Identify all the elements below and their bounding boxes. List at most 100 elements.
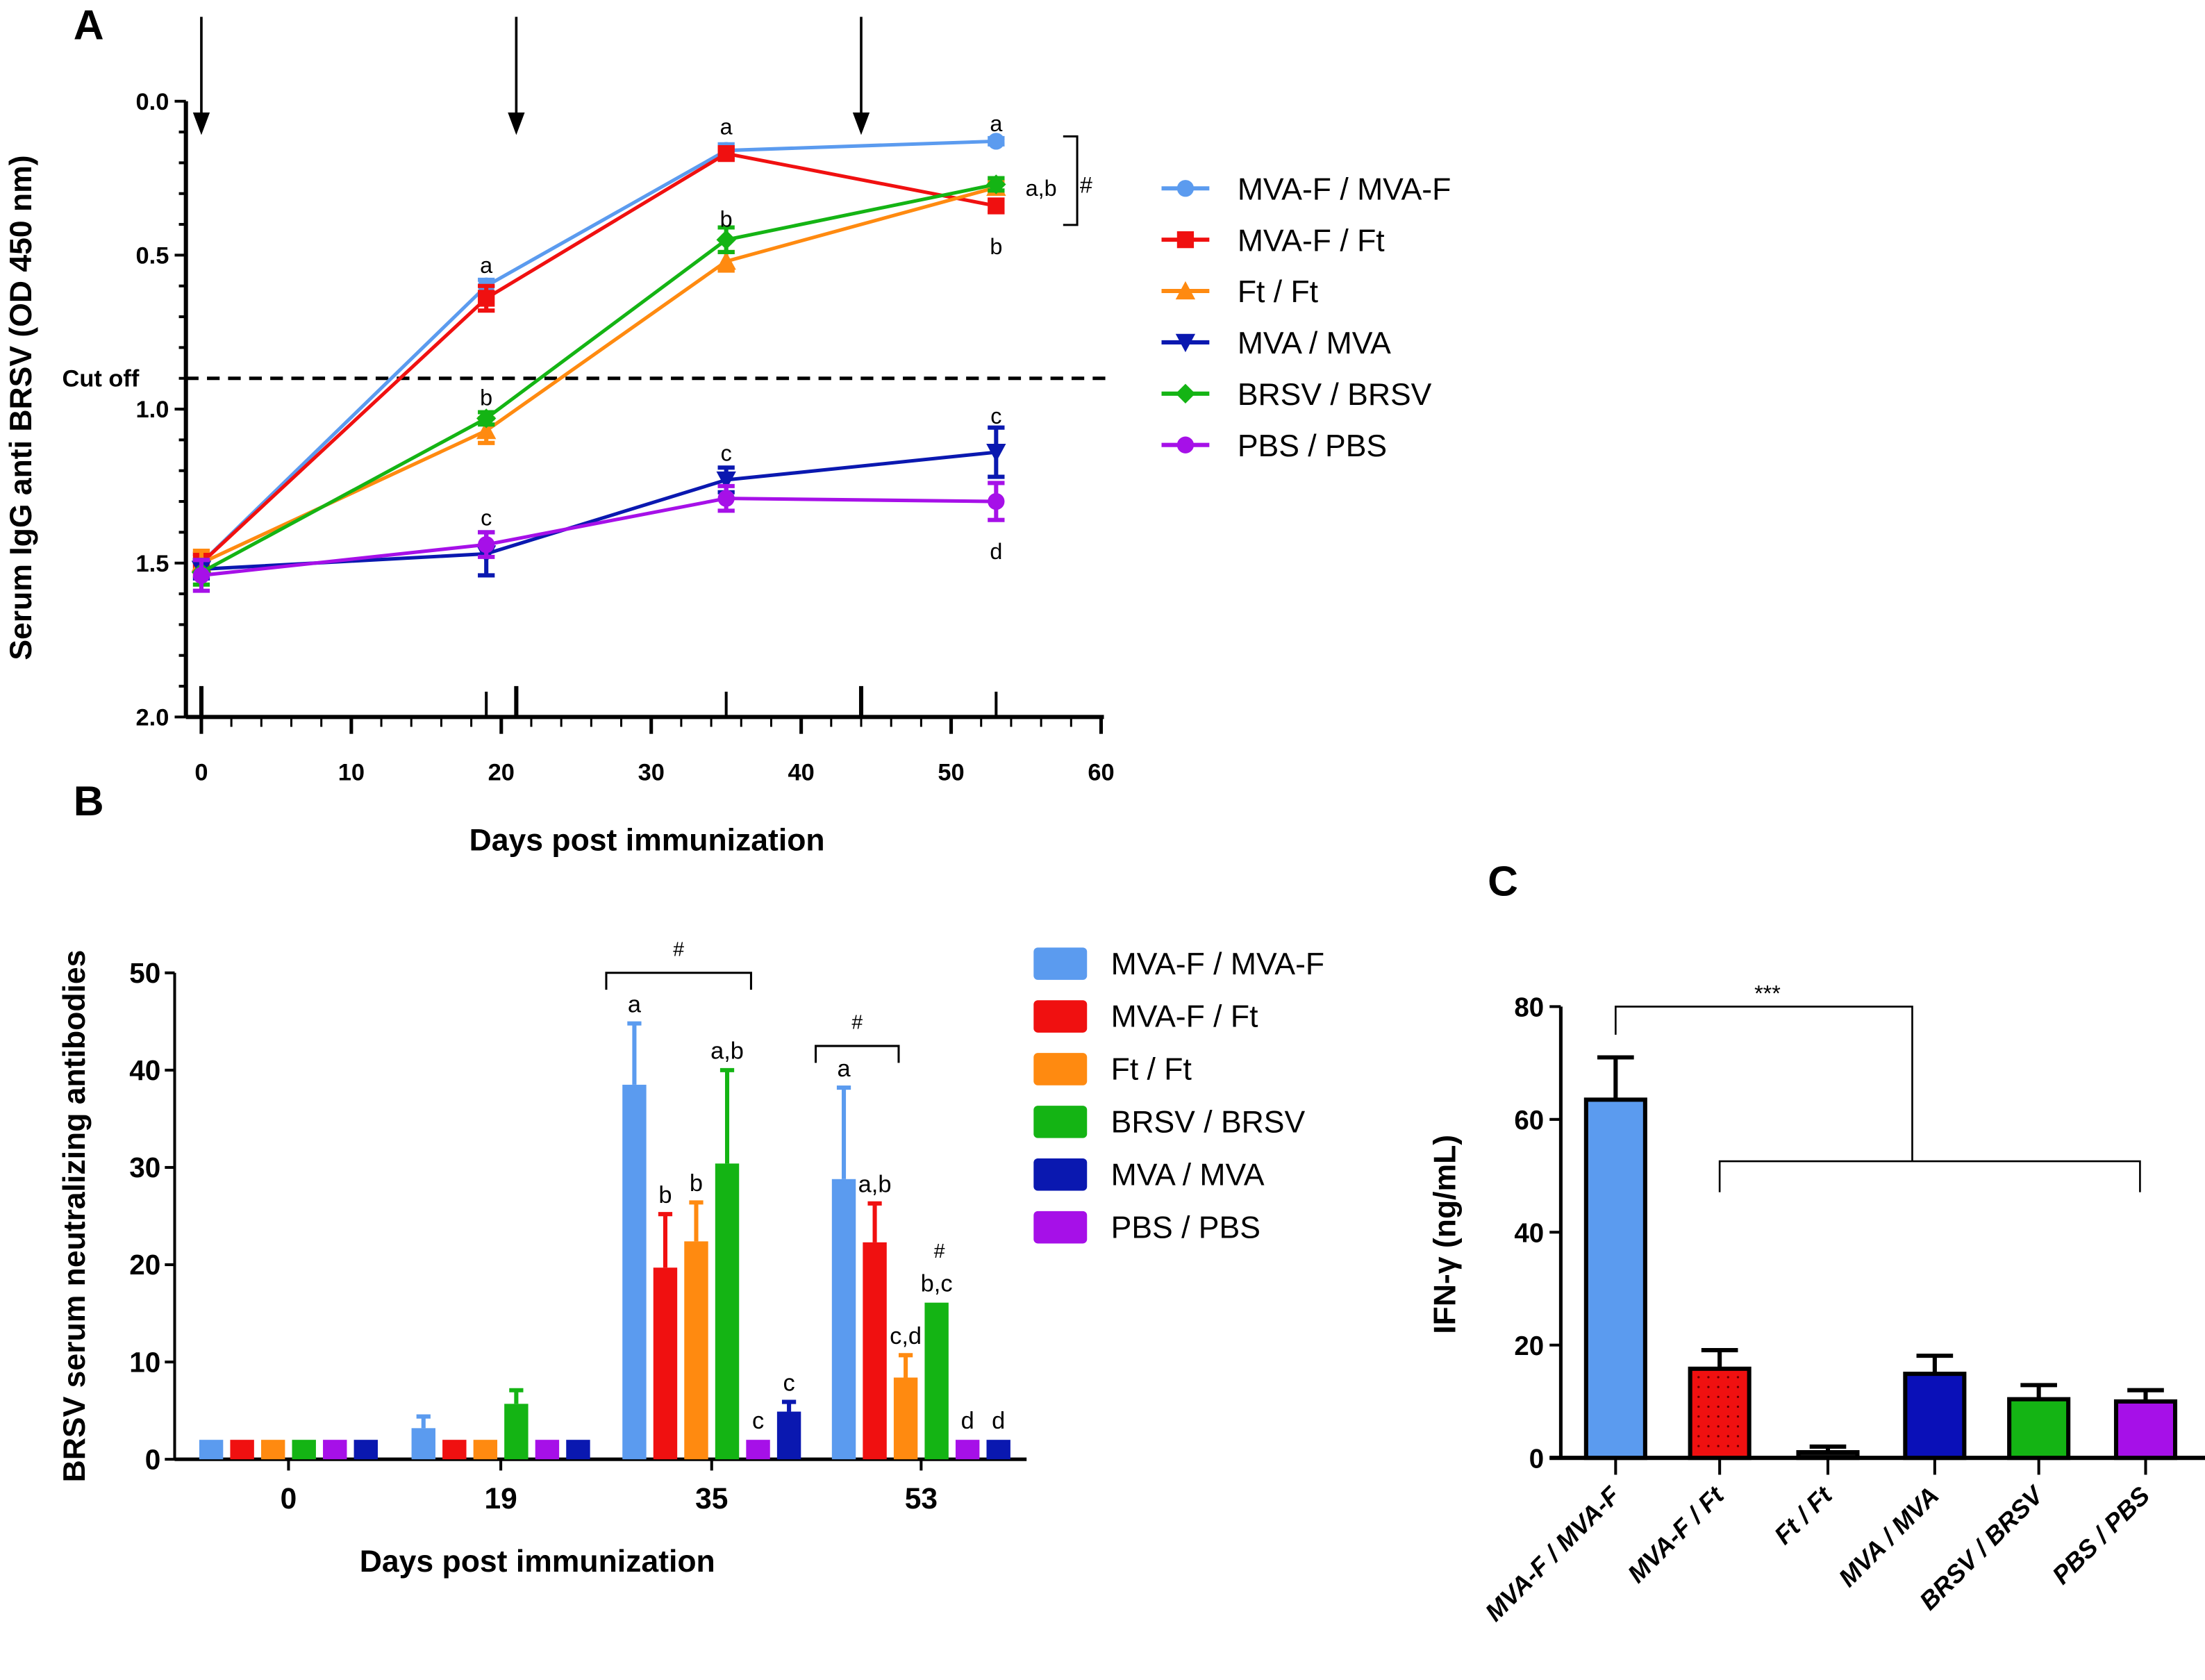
bar-pattern-dot [1726, 1405, 1729, 1408]
bar-pattern-dot [1697, 1415, 1700, 1418]
bar-pattern-dot [1736, 1386, 1740, 1388]
significance-letter: b,c [921, 1270, 953, 1297]
bar-pattern-dot [1717, 1415, 1720, 1418]
bar-pattern-dot [1717, 1435, 1720, 1438]
significance-hash: # [934, 1240, 945, 1263]
bar [1583, 1097, 1647, 1461]
panel-a-y-tick-label: 1.0 [136, 397, 169, 423]
bar-pattern-dot [1726, 1376, 1729, 1379]
bar-pattern-dot [1717, 1445, 1720, 1447]
bar-pattern-dot [1726, 1445, 1729, 1447]
panel-a-x-tick-label: 40 [788, 759, 814, 785]
panel-a-ylabel: Serum IgG anti BRSV (OD 450 nm) [4, 155, 38, 660]
immunization-arrow-head [508, 112, 525, 135]
significance-hash: # [851, 1012, 863, 1034]
panel-b-x-tick-label: 19 [484, 1483, 517, 1515]
data-point [717, 490, 735, 507]
bar [504, 1404, 529, 1460]
significance-letter: a [990, 111, 1002, 136]
panel-a-line-chart: Serum IgG anti BRSV (OD 450 nm) Days pos… [4, 17, 1451, 858]
bar-pattern-dot [1707, 1415, 1710, 1418]
legend-swatch [1033, 1158, 1088, 1191]
series-pbs-pbs [192, 481, 1005, 593]
bar-pattern-dot [1697, 1425, 1700, 1428]
bar [622, 1084, 647, 1460]
panel-b-y-tick-label: 0 [145, 1443, 161, 1475]
data-point [716, 471, 736, 490]
panel-b-x-tick-label: 53 [905, 1483, 938, 1515]
significance-bracket [605, 972, 752, 990]
panel-c-y-tick-label: 0 [1529, 1444, 1544, 1474]
bar-pattern-dot [1707, 1405, 1710, 1408]
panel-b-x-tick-label: 35 [695, 1483, 728, 1515]
bar [199, 1440, 224, 1460]
significance-letter: c [783, 1370, 794, 1396]
bar-pattern-dot [1736, 1405, 1740, 1408]
significance-group-bracket [1718, 1160, 2141, 1192]
significance-letter: d [990, 539, 1002, 564]
significance-stars: *** [1754, 981, 1781, 1006]
bar-pattern-dot [1697, 1376, 1700, 1379]
panel-b-ylabel: BRSV serum neutralizing antibodies [58, 950, 92, 1483]
data-point [986, 174, 1006, 194]
panel-c-y-tick-label: 60 [1514, 1106, 1544, 1136]
bar-pattern-dot [1697, 1395, 1700, 1398]
data-point [478, 535, 495, 554]
bar [353, 1440, 378, 1460]
panel-c-x-tick-label: PBS / PBS [2047, 1481, 2155, 1590]
bar-pattern-dot [1736, 1425, 1740, 1428]
bar-pattern-dot [1736, 1435, 1740, 1438]
legend-label: BRSV / BRSV [1238, 378, 1432, 412]
bar [776, 1411, 801, 1460]
panel-b-y-tick-label: 20 [129, 1249, 160, 1281]
bar [863, 1242, 887, 1460]
bar [1796, 1450, 1860, 1461]
legend-marker [1176, 180, 1195, 197]
panel-label-b: B [74, 777, 104, 824]
bar [1688, 1366, 1751, 1461]
bar-pattern-dot [1707, 1395, 1710, 1398]
bar [292, 1440, 316, 1460]
legend-swatch [1033, 1211, 1088, 1244]
bar-pattern-dot [1736, 1445, 1740, 1447]
series-line [201, 497, 997, 577]
bar [924, 1302, 949, 1460]
significance-letter: # [1080, 173, 1092, 198]
significance-letter: c [752, 1408, 764, 1434]
significance-letter: a [480, 253, 492, 278]
significance-letter: b [480, 385, 492, 410]
panel-label-c: C [1488, 857, 1518, 904]
data-point [192, 567, 210, 584]
significance-hash: # [673, 939, 684, 961]
legend-label: MVA-F / Ft [1238, 224, 1385, 258]
legend-label: PBS / PBS [1111, 1211, 1260, 1245]
legend-swatch [1033, 1053, 1088, 1086]
bar-pattern-dot [1717, 1386, 1720, 1388]
significance-letter: a,b [858, 1172, 892, 1198]
bar-pattern-dot [1697, 1405, 1700, 1408]
series-ft-ft [191, 177, 1006, 578]
panel-b-y-tick-label: 40 [129, 1054, 160, 1086]
bar [566, 1440, 590, 1460]
bar [323, 1440, 347, 1460]
bar-pattern-dot [1717, 1395, 1720, 1398]
data-point [988, 133, 1005, 150]
bar [715, 1163, 740, 1460]
significance-letter: d [992, 1408, 1005, 1434]
panel-a-y-tick-label: 1.5 [136, 551, 169, 577]
panel-a-x-tick-label: 60 [1088, 759, 1114, 785]
cutoff-label: Cut off [63, 366, 140, 392]
significance-letter: a,b [710, 1038, 744, 1065]
bar-pattern-dot [1726, 1425, 1729, 1428]
bar-pattern-dot [1707, 1376, 1710, 1379]
bar-pattern-dot [1707, 1386, 1710, 1388]
bar [684, 1241, 708, 1460]
bar-pattern-dot [1726, 1386, 1729, 1388]
panel-b-legend: MVA-F / MVA-F MVA-F / Ft Ft / Ft BRSV / BRS… [1033, 947, 1324, 1245]
significance-bracket [1063, 135, 1079, 226]
series-line [201, 450, 997, 572]
bar [653, 1267, 678, 1460]
legend-marker [1175, 383, 1196, 404]
significance-letter: c [990, 404, 1001, 429]
